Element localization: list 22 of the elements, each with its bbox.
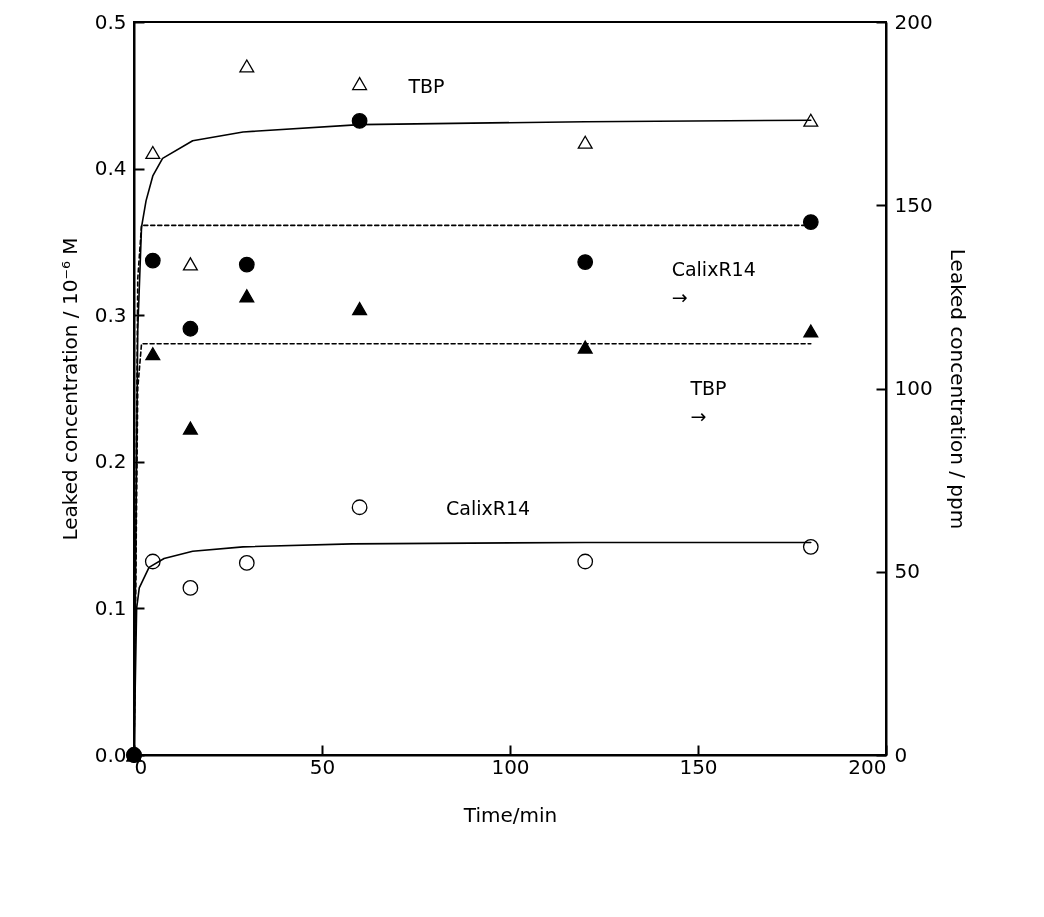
y2-tick-label: 50 (894, 559, 920, 584)
series-label: TBP → (689, 376, 727, 427)
y-tick-label: 0.1 (94, 595, 127, 620)
x-tick-label: 200 (848, 754, 887, 779)
y-axis-title: Leaked concentration / 10⁻⁶ M (57, 237, 82, 541)
y-tick-label: 0.3 (94, 302, 127, 327)
y2-axis-title: Leaked concentration / ppm (945, 248, 970, 530)
y2-tick-label: 100 (894, 376, 933, 400)
y-tick-label: 0.5 (94, 9, 127, 34)
x-tick-label: 100 (491, 754, 530, 779)
y-tick-label: 0.0 (94, 742, 127, 767)
y2-tick-label: 150 (894, 192, 933, 217)
x-tick-label: 50 (309, 754, 336, 779)
x-axis-title: Time/min (462, 802, 558, 827)
x-tick-label: 150 (679, 754, 718, 779)
series-label: TBP (407, 75, 445, 98)
series-label: CalixR14 (446, 497, 531, 520)
x-tick-label: 0 (134, 754, 148, 779)
y-tick-label: 0.4 (94, 156, 127, 181)
y2-tick-label: 200 (894, 9, 933, 34)
y-tick-label: 0.2 (94, 449, 127, 474)
series-label: CalixR14 → (671, 258, 756, 309)
